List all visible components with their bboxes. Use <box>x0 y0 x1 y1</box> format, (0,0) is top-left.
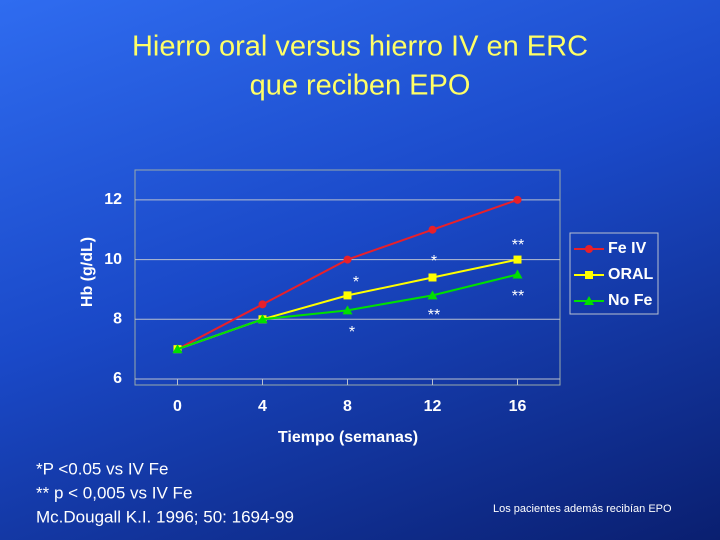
plot-frame <box>134 169 561 386</box>
point <box>585 245 593 253</box>
point <box>428 273 437 282</box>
annotation: ** <box>428 307 440 324</box>
note: Los pacientes además recibían EPO <box>493 503 672 515</box>
point <box>343 291 352 300</box>
point <box>512 269 523 279</box>
footnote: ** p < 0,005 vs IV Fe <box>36 483 192 502</box>
legend-label: ORAL <box>608 266 654 283</box>
annotation: ** <box>512 288 524 305</box>
series-line <box>177 258 518 351</box>
point <box>585 271 593 279</box>
point <box>172 344 183 354</box>
x-tick-label: 0 <box>173 398 182 415</box>
point <box>258 300 267 309</box>
legend-box <box>569 232 659 315</box>
point <box>428 225 437 234</box>
title-line: Hierro oral versus hierro IV en ERC <box>132 31 588 63</box>
point <box>584 296 594 305</box>
legend-label: Fe IV <box>608 240 647 257</box>
point <box>342 305 353 315</box>
footnote: *P <0.05 vs IV Fe <box>36 459 168 478</box>
x-tick-label: 8 <box>343 398 352 415</box>
series-line <box>177 198 518 351</box>
x-tick-label: 4 <box>258 398 267 415</box>
x-tick-label: 16 <box>509 398 527 415</box>
annotation: * <box>431 253 437 270</box>
point <box>343 255 352 264</box>
y-tick-label: 6 <box>113 370 122 387</box>
title-line: que reciben EPO <box>250 70 471 102</box>
footnote: Mc.Dougall K.I. 1996; 50: 1694-99 <box>36 507 294 526</box>
point <box>257 314 268 324</box>
y-tick-label: 10 <box>104 251 122 268</box>
point <box>427 290 438 300</box>
annotation: * <box>349 324 355 341</box>
annotation: * <box>353 274 359 291</box>
y-tick-label: 8 <box>113 311 122 328</box>
x-tick-label: 12 <box>424 398 442 415</box>
legend-label: No Fe <box>608 292 653 309</box>
y-tick-label: 12 <box>104 191 122 208</box>
y-axis-label: Hb (g/dL) <box>79 237 96 307</box>
x-axis-label: Tiempo (semanas) <box>278 429 418 446</box>
annotation: ** <box>512 237 524 254</box>
point <box>513 195 522 204</box>
point <box>513 255 522 264</box>
